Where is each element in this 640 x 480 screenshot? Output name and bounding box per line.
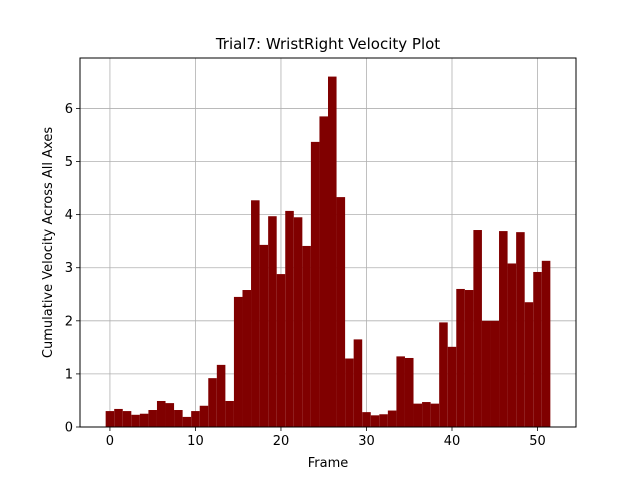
bar [524, 302, 534, 427]
bar [396, 356, 405, 427]
x-tick-label: 10 [187, 434, 204, 449]
bar [516, 232, 525, 427]
plot-frame [79, 57, 577, 428]
bars [105, 76, 551, 428]
y-tick-label: 2 [65, 314, 73, 329]
bar [302, 245, 311, 427]
bar [105, 411, 115, 427]
x-tick-label: 0 [106, 434, 114, 449]
bar [285, 210, 294, 427]
bar [362, 412, 371, 427]
bar [208, 378, 217, 427]
bar [182, 416, 192, 427]
bar [370, 415, 380, 427]
bar [422, 402, 431, 427]
x-tick-label: 30 [358, 434, 375, 449]
y-tick-label: 4 [65, 208, 73, 223]
bar [533, 271, 542, 427]
bar [413, 403, 423, 427]
y-tick-label: 6 [65, 102, 73, 117]
bar [165, 403, 175, 427]
bar [310, 141, 320, 428]
bar [456, 288, 465, 427]
bar [319, 116, 328, 427]
bar [328, 76, 337, 427]
bar [293, 217, 303, 427]
y-tick-label: 0 [65, 421, 73, 436]
bar [242, 290, 252, 427]
bar [122, 411, 132, 427]
bar [481, 320, 491, 427]
bar [379, 414, 388, 427]
bar [259, 244, 269, 427]
bar [139, 413, 149, 427]
bar [251, 200, 260, 427]
bar [345, 358, 354, 427]
bar [430, 403, 440, 427]
bar [225, 400, 234, 427]
bar [507, 263, 517, 427]
x-tick-label: 40 [444, 434, 461, 449]
bar [353, 339, 363, 427]
x-axis-label: Frame [308, 456, 349, 471]
y-tick-label: 1 [65, 367, 73, 382]
bar [447, 346, 457, 427]
bar [336, 197, 346, 427]
bar [148, 410, 157, 427]
bar [499, 231, 508, 427]
x-tick-label: 50 [529, 434, 546, 449]
bar [216, 364, 226, 427]
bar [464, 290, 474, 427]
y-tick-label: 3 [65, 261, 73, 276]
bar [191, 411, 200, 427]
bar [156, 400, 166, 427]
bar [199, 405, 209, 427]
bar [404, 357, 414, 427]
bar [131, 414, 140, 427]
bar [233, 296, 243, 427]
bar [276, 274, 286, 427]
y-axis-label: Cumulative Velocity Across All Axes [41, 127, 56, 358]
bar [268, 216, 277, 427]
bar [490, 320, 500, 427]
bar [114, 408, 123, 427]
bar [439, 322, 448, 427]
bar [541, 260, 551, 427]
y-tick-label: 5 [65, 155, 73, 170]
bar [174, 410, 183, 427]
ticks: 0 10 20 30 40 50 0 1 2 3 4 5 6 [65, 102, 546, 449]
bar [473, 230, 482, 427]
chart-title: Trial7: WristRight Velocity Plot [215, 35, 440, 53]
bar [387, 410, 397, 427]
x-tick-label: 20 [273, 434, 290, 449]
